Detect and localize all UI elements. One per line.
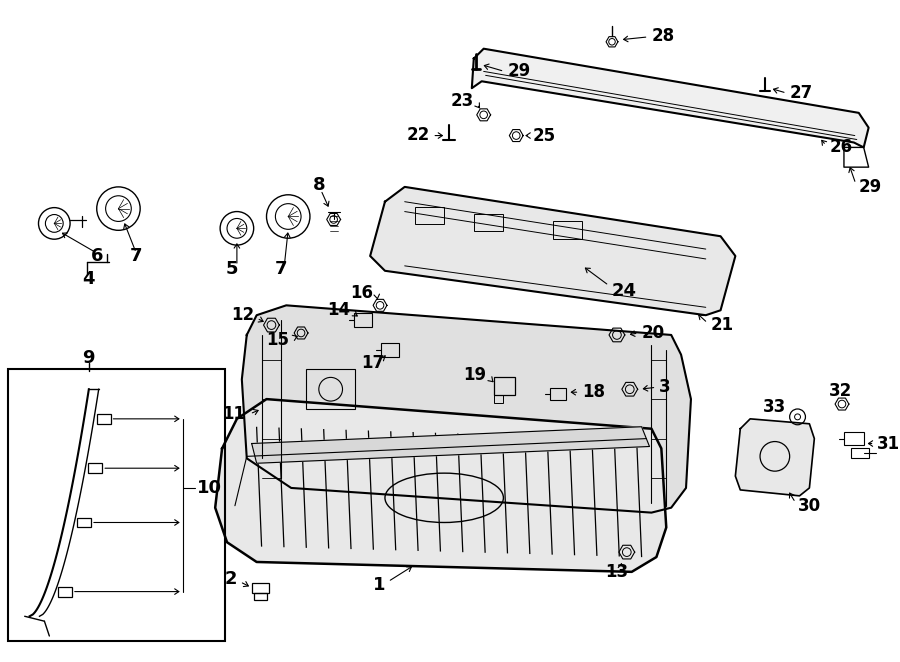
Bar xyxy=(88,463,103,473)
Text: 28: 28 xyxy=(652,27,675,45)
Text: 9: 9 xyxy=(83,349,95,367)
Text: 3: 3 xyxy=(660,378,671,397)
Bar xyxy=(493,377,516,395)
Text: 30: 30 xyxy=(797,496,821,515)
Text: 23: 23 xyxy=(451,92,473,110)
Polygon shape xyxy=(472,49,868,148)
Text: 21: 21 xyxy=(711,316,733,334)
Text: 4: 4 xyxy=(83,269,95,288)
Text: 22: 22 xyxy=(406,126,429,144)
Text: 31: 31 xyxy=(877,434,900,453)
Text: 29: 29 xyxy=(859,178,882,196)
Bar xyxy=(493,395,503,403)
Text: 14: 14 xyxy=(328,301,350,319)
Bar xyxy=(254,592,267,600)
Bar xyxy=(844,432,864,445)
Polygon shape xyxy=(735,419,814,496)
Bar xyxy=(97,414,111,424)
Text: 7: 7 xyxy=(130,247,142,265)
Text: 24: 24 xyxy=(612,281,637,299)
Text: 10: 10 xyxy=(197,479,222,497)
Text: 16: 16 xyxy=(350,285,374,303)
Bar xyxy=(850,448,868,458)
Bar xyxy=(553,221,582,239)
Text: 18: 18 xyxy=(582,383,606,401)
Text: 11: 11 xyxy=(221,405,245,423)
Bar xyxy=(77,518,91,528)
Text: 2: 2 xyxy=(224,570,237,588)
Bar xyxy=(473,214,503,231)
Bar xyxy=(252,583,269,592)
Text: 13: 13 xyxy=(606,563,628,581)
Bar xyxy=(306,369,356,409)
Polygon shape xyxy=(252,427,650,463)
Bar xyxy=(8,369,225,641)
Text: 17: 17 xyxy=(362,354,384,371)
Bar xyxy=(355,313,372,327)
Text: 20: 20 xyxy=(642,324,665,342)
Polygon shape xyxy=(370,187,735,315)
Text: 15: 15 xyxy=(266,331,289,349)
Text: 19: 19 xyxy=(464,367,487,385)
Text: 5: 5 xyxy=(226,260,239,278)
Text: 32: 32 xyxy=(830,382,852,401)
Text: 6: 6 xyxy=(91,247,103,265)
Text: 8: 8 xyxy=(312,176,325,194)
Bar xyxy=(415,207,445,224)
Polygon shape xyxy=(242,305,691,512)
Text: 1: 1 xyxy=(373,576,385,594)
Text: 25: 25 xyxy=(533,126,556,144)
Text: 27: 27 xyxy=(789,84,813,102)
Bar xyxy=(381,343,399,357)
Text: 33: 33 xyxy=(762,398,786,416)
Text: 29: 29 xyxy=(508,62,531,80)
Polygon shape xyxy=(215,399,666,572)
Text: 26: 26 xyxy=(829,138,852,156)
Text: 12: 12 xyxy=(231,307,255,324)
Bar xyxy=(58,587,72,596)
Text: 7: 7 xyxy=(275,260,288,278)
Bar xyxy=(550,388,565,400)
